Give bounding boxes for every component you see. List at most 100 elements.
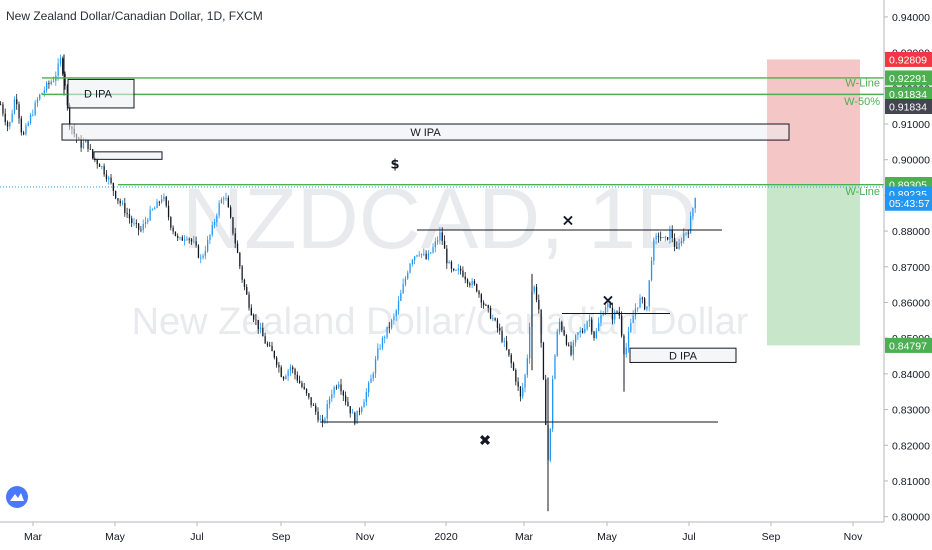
price-tag: 0.92291 [885, 70, 932, 86]
candle [669, 225, 671, 244]
svg-text:0.91834: 0.91834 [889, 102, 927, 114]
candle [450, 260, 453, 273]
candle [112, 182, 114, 196]
candle [232, 217, 234, 236]
candle [4, 108, 6, 126]
svg-text:05:43:57: 05:43:57 [889, 198, 930, 210]
candle [464, 271, 466, 284]
candle [414, 255, 416, 265]
candle [480, 293, 482, 308]
candle [158, 200, 160, 206]
candle [529, 322, 531, 364]
candle [9, 121, 11, 130]
candle [308, 392, 310, 400]
candle [186, 235, 188, 241]
candle [181, 235, 183, 241]
candle [517, 377, 519, 392]
candle [653, 237, 655, 265]
candle [131, 215, 133, 228]
candle [579, 326, 581, 338]
candle [368, 381, 370, 398]
candle [632, 310, 634, 324]
candle [128, 208, 131, 224]
candle [25, 123, 27, 136]
small-zone[interactable] [93, 151, 163, 160]
y-tick-label: 0.90000 [892, 155, 930, 167]
candle [92, 148, 94, 160]
candle [195, 236, 197, 248]
candle [678, 238, 680, 250]
candle [519, 386, 522, 402]
candle [190, 238, 193, 245]
candle [287, 368, 289, 381]
candle [156, 198, 158, 209]
tradingview-logo-icon[interactable] [6, 486, 28, 508]
candle [184, 235, 186, 246]
candle [496, 317, 499, 333]
x-tick-label: Nov [356, 531, 375, 543]
candle [558, 318, 561, 335]
candle [395, 308, 397, 322]
candle [151, 208, 154, 211]
candle [370, 374, 372, 383]
candle [2, 101, 4, 117]
candle [32, 109, 34, 117]
candle [512, 361, 515, 371]
candle [552, 375, 554, 432]
candle [676, 241, 678, 250]
watermark-symbol: NZDCAD, 1D [182, 171, 698, 267]
candle [358, 407, 361, 416]
candle [443, 235, 446, 249]
candle [89, 144, 91, 150]
candle [280, 365, 282, 378]
candle [149, 205, 151, 222]
watermark-name: New Zealand Dollar/Canadian Dollar [132, 301, 749, 343]
candle [510, 352, 512, 369]
candle [563, 326, 565, 337]
candle [460, 265, 462, 275]
y-tick-label: 0.81000 [892, 476, 930, 488]
w-line-label-bottom: W-Line [845, 186, 880, 198]
candle [542, 341, 545, 381]
candle [630, 318, 632, 334]
candle [282, 376, 285, 381]
price-tag: 0.84797 [885, 337, 932, 353]
candle [322, 414, 324, 428]
candle [660, 231, 662, 242]
time-axis: Mar May Jul Sep Nov 2020 Mar May Jul Sep Nov [0, 521, 884, 543]
y-tick-label: 0.82000 [892, 440, 930, 452]
candle [124, 198, 126, 217]
candle [234, 227, 236, 249]
candle [372, 371, 374, 382]
candle [43, 86, 45, 97]
d-ipa-zone-bottom[interactable]: D IPA [629, 347, 737, 363]
dollar-mark: $ [390, 157, 399, 172]
candle [434, 237, 436, 253]
candle [273, 350, 275, 360]
candle [163, 193, 165, 202]
svg-text:0.92291: 0.92291 [889, 73, 927, 85]
candle [126, 207, 128, 219]
symbol-watermark: NZDCAD, 1D New Zealand Dollar/Canadian D… [132, 171, 749, 343]
candle [540, 309, 542, 348]
candle [200, 254, 202, 264]
w-ipa-zone[interactable]: W IPA [61, 123, 790, 141]
candle [140, 226, 142, 233]
candle [683, 228, 685, 244]
candle [572, 339, 574, 361]
candle [393, 313, 395, 325]
x-tick-label: Nov [844, 531, 863, 543]
candle [607, 300, 609, 313]
candle [483, 300, 485, 309]
candle [448, 260, 450, 264]
candle [289, 364, 292, 376]
d-ipa-zone-top[interactable]: D IPA [67, 78, 135, 109]
candle [588, 314, 591, 328]
candle [471, 277, 473, 289]
candle [135, 219, 137, 229]
candle [420, 253, 423, 259]
candle [407, 270, 409, 280]
candle [639, 294, 641, 309]
candle [591, 317, 593, 335]
